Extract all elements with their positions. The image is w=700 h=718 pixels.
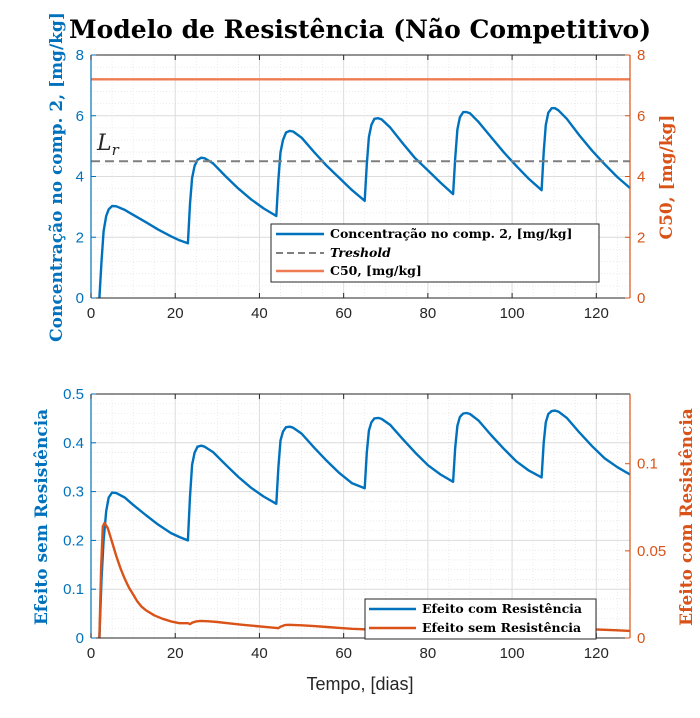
x-tick-label: 40 <box>251 645 268 662</box>
y-tick-label: 0.5 <box>63 386 84 403</box>
x-tick-label: 100 <box>500 645 525 662</box>
y-tick-label: 4 <box>76 169 84 186</box>
x-tick-label: 100 <box>500 305 525 322</box>
x-tick-label: 80 <box>420 645 437 662</box>
legend-label-threshold: Treshold <box>330 245 391 260</box>
y-tick-label: 0.1 <box>63 581 84 598</box>
x-tick-label: 120 <box>584 645 609 662</box>
y2-tick-label: 0.05 <box>637 543 666 560</box>
x-tick-label: 20 <box>167 305 184 322</box>
top-legend-box <box>270 223 600 283</box>
y2-tick-label: 0.1 <box>637 456 658 473</box>
x-tick-label: 120 <box>584 305 609 322</box>
threshold-annotation-letter: L <box>96 131 112 156</box>
y2-tick-label: 0 <box>637 630 645 647</box>
y-tick-label: 8 <box>76 47 84 64</box>
y2-tick-label: 0 <box>637 290 645 307</box>
chart-bottom: 0 20 40 60 80 100 12000.10.20.30.40.500.050.1 … <box>32 386 697 694</box>
x-tick-label: 40 <box>251 305 268 322</box>
top-chart-title: Modelo de Resistência (Não Competitivo) <box>69 15 651 44</box>
y2-tick-label: 8 <box>637 47 645 64</box>
y2-tick-label: 6 <box>637 108 645 125</box>
threshold-annotation: Lr <box>96 131 120 159</box>
top-y2-axis-label: C50, [mg/kg] <box>657 115 677 240</box>
y-tick-label: 0.2 <box>63 532 84 549</box>
bottom-axes: 0 20 40 60 80 100 120 0 0.1 0.2 0.3 0.4 0.5 0 0.05 0.1 <box>63 386 666 662</box>
x-tick-label: 60 <box>335 305 352 322</box>
x-tick-label: 20 <box>167 645 184 662</box>
bottom-x-axis-label: Tempo, [dias] <box>306 674 413 694</box>
y-tick-label: 0.4 <box>63 435 84 452</box>
y-tick-label: 0.3 <box>63 484 84 501</box>
threshold-annotation-subscript: r <box>112 141 120 159</box>
series-line-c0-0 <box>98 107 631 299</box>
legend-label-c50: C50, [mg/kg] <box>330 263 422 278</box>
y-tick-label: 0 <box>76 630 84 647</box>
top-y-axis-label: Concentração no comp. 2, [mg/kg] <box>47 12 67 342</box>
legend-label-concentration: Concentração no comp. 2, [mg/kg] <box>330 226 572 241</box>
legend-label-efeito-sem: Efeito sem Resistência <box>422 620 581 635</box>
y-tick-label: 0 <box>76 290 84 307</box>
bottom-legend: Efeito com Resistência Efeito sem Resist… <box>364 598 597 640</box>
bottom-y-axis-label: Efeito sem Resistência <box>32 409 52 625</box>
series-line-c1-0 <box>98 409 631 639</box>
x-tick-label: 80 <box>420 305 437 322</box>
x-tick-label: 0 <box>87 645 95 662</box>
bottom-legend-box <box>364 598 597 640</box>
y-tick-label: 2 <box>76 229 84 246</box>
y2-tick-label: 4 <box>637 169 645 186</box>
legend-label-efeito-com: Efeito com Resistência <box>422 601 582 616</box>
top-legend: Concentração no comp. 2, [mg/kg] Treshol… <box>270 223 600 283</box>
x-tick-label: 60 <box>335 645 352 662</box>
bottom-y2-axis-label: Efeito com Resistência <box>677 408 697 626</box>
y2-tick-label: 2 <box>637 229 645 246</box>
top-series <box>91 78 631 299</box>
y-tick-label: 6 <box>76 108 84 125</box>
x-tick-label: 0 <box>87 305 95 322</box>
